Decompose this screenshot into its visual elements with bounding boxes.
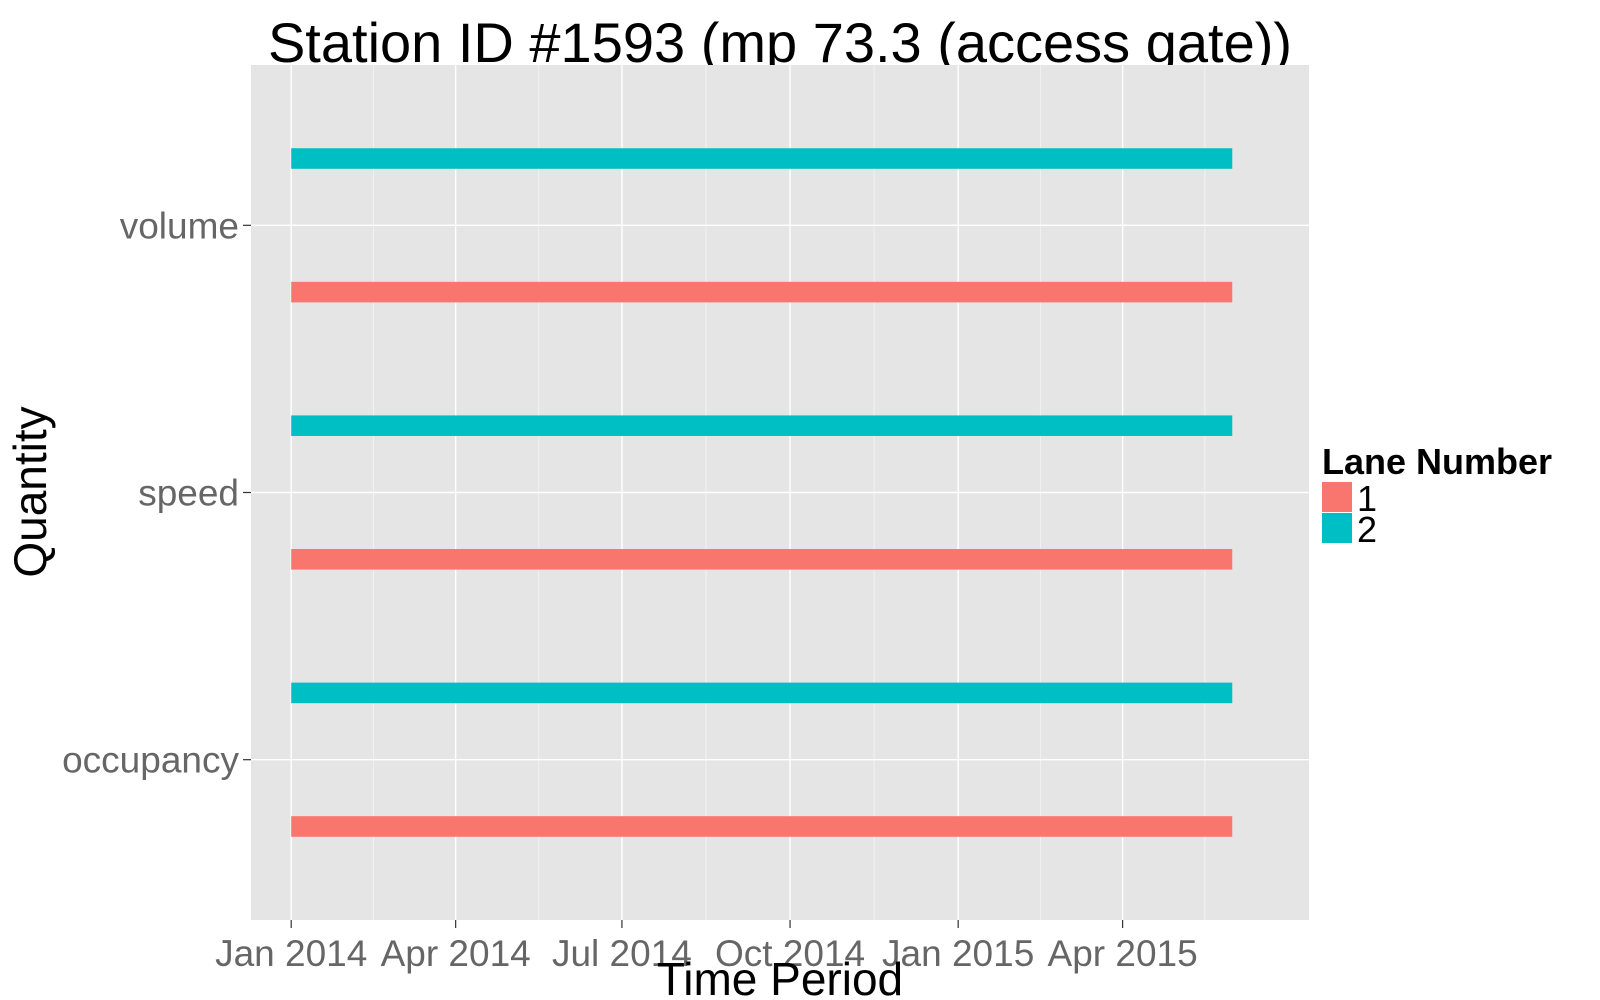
bar-lane-1-volume — [291, 281, 1233, 303]
y-tick-label: volume — [120, 205, 239, 246]
y-axis: volume speed occupancy — [62, 205, 251, 781]
plot-bars — [291, 148, 1233, 837]
bar-lane-2-volume — [291, 148, 1233, 169]
x-tick-label: Jul 2014 — [552, 933, 692, 974]
x-axis-title: Time Period — [657, 953, 903, 1000]
y-tick-label: speed — [138, 473, 239, 514]
bar-lane-1-speed — [291, 549, 1233, 570]
major-gridlines — [251, 65, 1309, 920]
x-tick-label: Apr 2014 — [381, 933, 531, 974]
bar-lane-2-speed — [291, 415, 1233, 436]
legend-key-2 — [1322, 513, 1352, 543]
legend-label-2: 2 — [1357, 509, 1377, 550]
y-tick-label: occupancy — [62, 740, 239, 781]
legend: Lane Number 1 2 — [1322, 441, 1552, 550]
x-tick-label: Apr 2015 — [1048, 933, 1198, 974]
bar-lane-2-occupancy — [291, 682, 1233, 704]
y-axis-title: Quantity — [4, 406, 56, 577]
chart-title: Station ID #1593 (mp 73.3 (access gate)) — [268, 11, 1292, 74]
legend-label-1: 1 — [1357, 478, 1377, 519]
legend-title: Lane Number — [1322, 441, 1552, 482]
x-axis: Jan 2014 Apr 2014 Jul 2014 Oct 2014 Jan 2015… — [215, 920, 1198, 974]
x-tick-label: Jan 2014 — [215, 933, 367, 974]
bar-lane-1-occupancy — [291, 816, 1233, 837]
x-tick-label: Jan 2015 — [882, 933, 1034, 974]
legend-key-1 — [1322, 482, 1352, 512]
x-tick-label: Oct 2014 — [715, 933, 865, 974]
